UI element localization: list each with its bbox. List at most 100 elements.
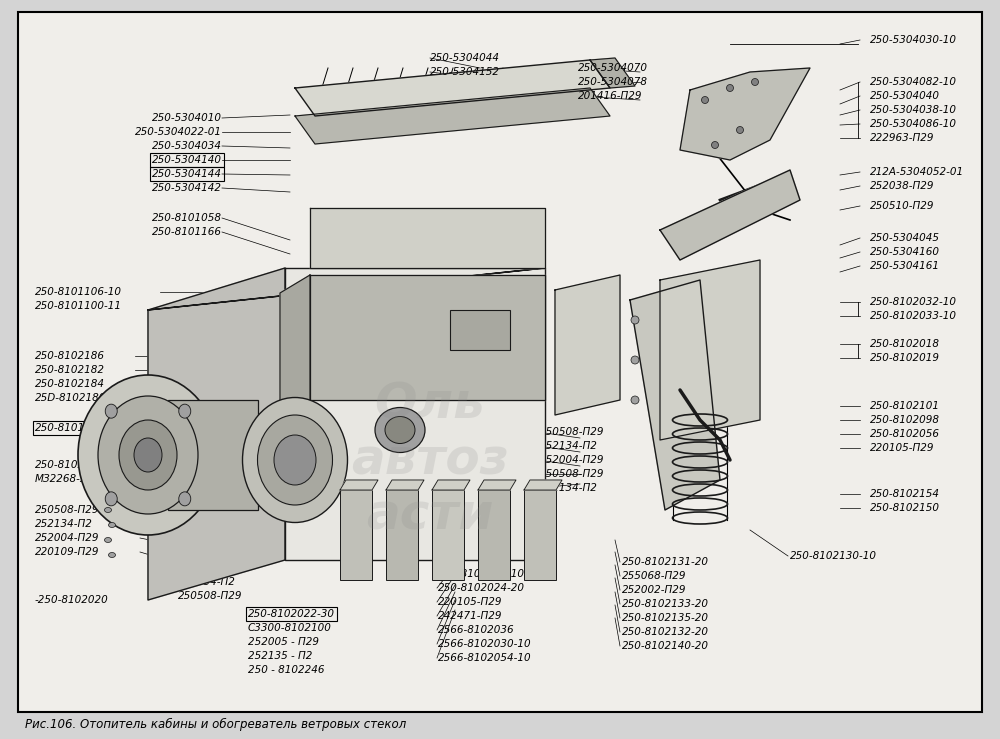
Text: Рис.106. Отопитель кабины и обогреватель ветровых стекол: Рис.106. Отопитель кабины и обогреватель… xyxy=(25,718,406,731)
Text: 201416-П29: 201416-П29 xyxy=(578,91,642,101)
Text: 250-8102232-10: 250-8102232-10 xyxy=(35,460,122,470)
Text: 250-5304144: 250-5304144 xyxy=(152,169,222,179)
Ellipse shape xyxy=(712,141,718,149)
FancyBboxPatch shape xyxy=(18,12,982,712)
Ellipse shape xyxy=(104,537,112,542)
Ellipse shape xyxy=(119,420,177,490)
Polygon shape xyxy=(340,480,378,490)
Text: 250-8102022-30: 250-8102022-30 xyxy=(248,609,335,619)
Text: 250-8102033-10: 250-8102033-10 xyxy=(870,311,957,321)
Ellipse shape xyxy=(104,508,112,513)
Ellipse shape xyxy=(242,398,348,522)
Text: 250-8102154: 250-8102154 xyxy=(870,489,940,499)
Ellipse shape xyxy=(385,417,415,443)
Polygon shape xyxy=(680,68,810,160)
Text: МЗ2268-3730000-1: МЗ2268-3730000-1 xyxy=(35,474,138,484)
Text: 250510-П29: 250510-П29 xyxy=(870,201,934,211)
Ellipse shape xyxy=(105,404,117,418)
Polygon shape xyxy=(386,480,424,490)
FancyBboxPatch shape xyxy=(524,490,556,580)
Text: 250-8102018: 250-8102018 xyxy=(870,339,940,349)
Text: 250-8102135-20: 250-8102135-20 xyxy=(622,613,709,623)
Text: 212А-5304052-01: 212А-5304052-01 xyxy=(870,167,964,177)
Polygon shape xyxy=(478,480,516,490)
Text: 250-8101100-11: 250-8101100-11 xyxy=(35,301,122,311)
Ellipse shape xyxy=(108,522,116,528)
Text: 250-8102101: 250-8102101 xyxy=(870,401,940,411)
Text: 250-8102024-20: 250-8102024-20 xyxy=(438,583,525,593)
Text: 252038-П29: 252038-П29 xyxy=(870,181,934,191)
Text: 252005 - П29: 252005 - П29 xyxy=(248,637,319,647)
Text: 250-5304161: 250-5304161 xyxy=(870,261,940,271)
Text: 220105-П29: 220105-П29 xyxy=(438,597,503,607)
Text: 250-5304045: 250-5304045 xyxy=(870,233,940,243)
Ellipse shape xyxy=(726,84,734,92)
Text: 252004-П29: 252004-П29 xyxy=(35,533,100,543)
Text: 250-5304022-01: 250-5304022-01 xyxy=(135,127,222,137)
Text: 250-5304034: 250-5304034 xyxy=(152,141,222,151)
Text: 250-5304040: 250-5304040 xyxy=(870,91,940,101)
Text: 250-5304044: 250-5304044 xyxy=(430,53,500,63)
Ellipse shape xyxy=(134,438,162,472)
Ellipse shape xyxy=(702,97,708,103)
Text: 252002-П29: 252002-П29 xyxy=(622,585,686,595)
Polygon shape xyxy=(310,208,545,268)
Text: 250-8102140-20: 250-8102140-20 xyxy=(622,641,709,651)
Ellipse shape xyxy=(736,126,744,134)
Text: 250-5304030-10: 250-5304030-10 xyxy=(870,35,957,45)
Polygon shape xyxy=(310,275,545,400)
Text: 250-8102098: 250-8102098 xyxy=(870,415,940,425)
Text: 220109-П29: 220109-П29 xyxy=(35,547,100,557)
Polygon shape xyxy=(660,170,800,260)
Text: 250-8102032-10: 250-8102032-10 xyxy=(870,297,957,307)
Text: 250-8102132-20: 250-8102132-20 xyxy=(622,627,709,637)
Text: 252004-П29: 252004-П29 xyxy=(540,455,604,465)
Text: 2566-8102030-10: 2566-8102030-10 xyxy=(438,639,532,649)
Text: 2566-8102036: 2566-8102036 xyxy=(438,625,515,635)
Text: 255068-П29: 255068-П29 xyxy=(622,571,686,581)
Ellipse shape xyxy=(631,356,639,364)
Text: 25D-8102180: 25D-8102180 xyxy=(35,393,106,403)
Text: 250-8102130-10: 250-8102130-10 xyxy=(790,551,877,561)
Polygon shape xyxy=(285,268,545,560)
Text: 252134-П2: 252134-П2 xyxy=(540,483,598,493)
Text: 250-8102182: 250-8102182 xyxy=(35,365,105,375)
Polygon shape xyxy=(148,268,285,600)
Polygon shape xyxy=(148,268,545,310)
Text: 250-5304010: 250-5304010 xyxy=(152,113,222,123)
Ellipse shape xyxy=(631,316,639,324)
Text: 250-8102184: 250-8102184 xyxy=(35,379,105,389)
Text: 250-8101106-10: 250-8101106-10 xyxy=(35,287,122,297)
Text: 250-5304140: 250-5304140 xyxy=(152,155,222,165)
Text: 250-5304160: 250-5304160 xyxy=(870,247,940,257)
Text: 250-8101166: 250-8101166 xyxy=(152,227,222,237)
Text: 220109-П29: 220109-П29 xyxy=(178,563,242,573)
Text: 250-8102131-20: 250-8102131-20 xyxy=(622,557,709,567)
Text: 250-8102029-10: 250-8102029-10 xyxy=(438,569,525,579)
Text: 250-8102019: 250-8102019 xyxy=(870,353,940,363)
Ellipse shape xyxy=(631,396,639,404)
Text: 242471-П29: 242471-П29 xyxy=(438,611,503,621)
FancyBboxPatch shape xyxy=(340,490,372,580)
Text: 250-5304142: 250-5304142 xyxy=(152,183,222,193)
Text: 250-8102186: 250-8102186 xyxy=(35,351,105,361)
FancyBboxPatch shape xyxy=(478,490,510,580)
FancyBboxPatch shape xyxy=(168,400,258,510)
Ellipse shape xyxy=(258,415,332,505)
Text: 250-5304038-10: 250-5304038-10 xyxy=(870,105,957,115)
Ellipse shape xyxy=(179,404,191,418)
Text: -250-8102020: -250-8102020 xyxy=(35,595,109,605)
Polygon shape xyxy=(295,88,610,144)
Text: 250-5304152: 250-5304152 xyxy=(430,67,500,77)
Ellipse shape xyxy=(375,407,425,452)
Text: 250-8102150: 250-8102150 xyxy=(870,503,940,513)
Ellipse shape xyxy=(105,492,117,505)
FancyBboxPatch shape xyxy=(450,310,510,350)
Polygon shape xyxy=(630,280,720,510)
Polygon shape xyxy=(524,480,562,490)
Text: Оль
автоз
асти: Оль автоз асти xyxy=(351,381,509,539)
Polygon shape xyxy=(432,480,470,490)
Ellipse shape xyxy=(274,435,316,485)
Text: 252134-П2: 252134-П2 xyxy=(35,519,93,529)
FancyBboxPatch shape xyxy=(386,490,418,580)
